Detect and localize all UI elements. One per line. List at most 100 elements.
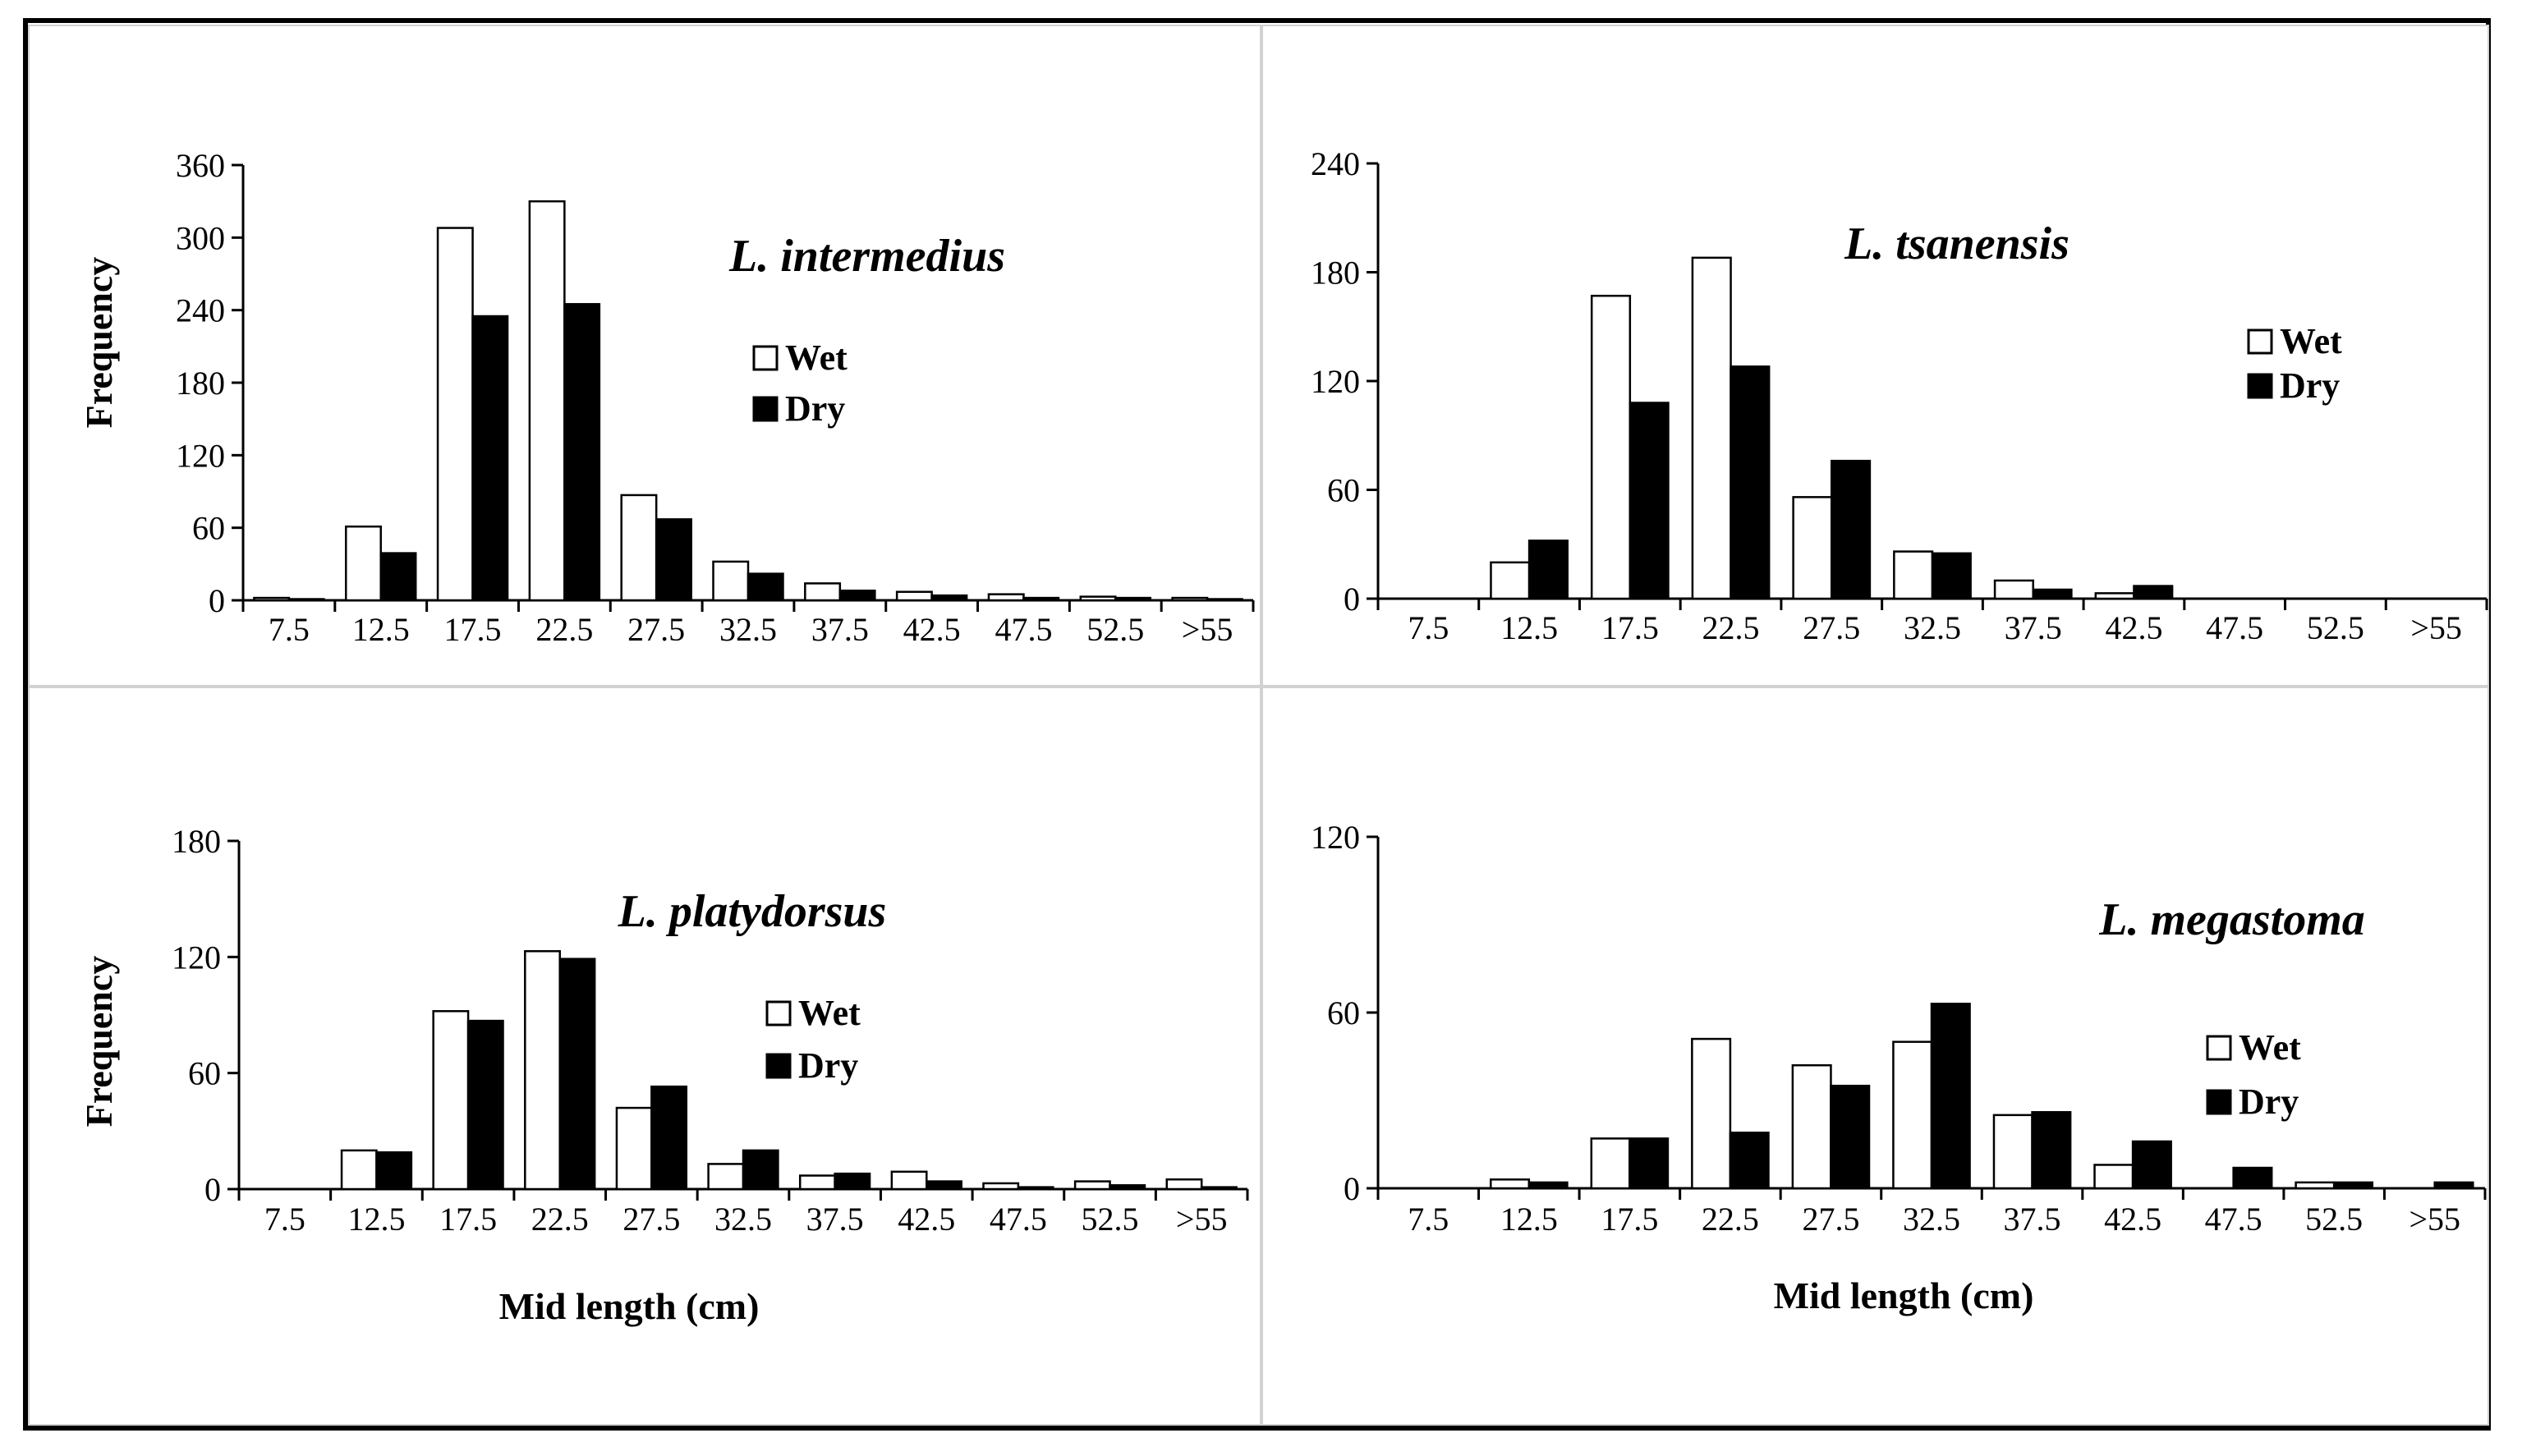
- bar-dry-42-5: [930, 594, 968, 602]
- bar-wet-27-5: [620, 494, 658, 602]
- bar-wet-55: [1165, 1178, 1203, 1191]
- legend-swatch-dry: [765, 1053, 792, 1079]
- x-tick-label: 52.5: [2307, 609, 2364, 646]
- bar-dry-52-5: [1109, 1184, 1146, 1191]
- bar-wet-47-5: [987, 593, 1025, 602]
- x-tick-label: 27.5: [622, 1201, 680, 1238]
- chart-l-tsanensis: 0 60 120 180 240 7.5 12.5 17.5 22.5 27.5 32.5 37.5 4…: [1311, 145, 2488, 646]
- bar-dry-12-5: [375, 1151, 413, 1191]
- panel-l-megastoma: 0 60 120 7.5 12.5 17.5 22.5 27.5 32.5 37.5 42.5 47.…: [1261, 687, 2489, 1426]
- bar-wet-37-5: [798, 1174, 836, 1191]
- bar-dry-22-5: [558, 958, 596, 1191]
- x-tick-label: 12.5: [1500, 1201, 1558, 1238]
- bar-wet-47-5: [982, 1182, 1020, 1191]
- legend-label-wet: Wet: [798, 993, 861, 1033]
- bar-wet-32-5: [707, 1163, 745, 1191]
- x-tick-label: 22.5: [535, 611, 593, 648]
- chart-title: L. tsanensis: [1844, 218, 2070, 269]
- bar-wet-37-5: [1993, 579, 2034, 600]
- chart-l-megastoma: 0 60 120 7.5 12.5 17.5 22.5 27.5 32.5 37.5 42.5 47.…: [1311, 819, 2487, 1316]
- x-tick-label: 52.5: [1086, 611, 1144, 648]
- x-tick-label: 42.5: [903, 611, 961, 648]
- x-tick-label: 42.5: [2105, 609, 2162, 646]
- x-tick-label: 32.5: [719, 611, 777, 648]
- x-tick-label: 52.5: [2305, 1201, 2363, 1238]
- bar-dry-37-5: [838, 589, 876, 602]
- bar-wet-12-5: [1490, 561, 1531, 600]
- y-tick-label: 0: [204, 1171, 221, 1208]
- bar-dry-47-5: [2232, 1166, 2273, 1190]
- bar-dry-7-5: [287, 598, 325, 602]
- bar-dry-52-5: [2332, 1181, 2373, 1190]
- bar-wet-32-5: [712, 560, 750, 602]
- bar-dry-37-5: [834, 1172, 871, 1191]
- bar-wet-52-5: [2295, 1181, 2336, 1190]
- bar-dry-55: [1200, 1186, 1238, 1191]
- x-tick-label: 37.5: [2005, 609, 2062, 646]
- bar-dry-32-5: [1931, 552, 1972, 600]
- bar-wet-52-5: [1073, 1180, 1111, 1191]
- x-tick-label: 32.5: [714, 1201, 772, 1238]
- legend-swatch-dry: [752, 396, 779, 422]
- x-tick-label: 12.5: [347, 1201, 405, 1238]
- bar-dry-37-5: [2031, 1111, 2072, 1190]
- x-tick-label: 27.5: [1802, 1201, 1859, 1238]
- chart-title: L. megastoma: [2098, 894, 2365, 945]
- bar-dry-27-5: [1831, 459, 1872, 600]
- bar-wet-17-5: [436, 227, 474, 602]
- legend-label-dry: Dry: [785, 388, 845, 429]
- legend-label-wet: Wet: [2239, 1027, 2301, 1068]
- bar-wet-7-5: [253, 596, 291, 602]
- x-tick-label: 17.5: [1601, 1201, 1658, 1238]
- chart-l-intermedius: 0 60 120 180 240 300 360 7.5 12.5 17.5 22.5 27.5 32.…: [78, 147, 1255, 648]
- x-tick-label: 17.5: [1601, 609, 1659, 646]
- x-tick-label: >55: [2410, 609, 2462, 646]
- x-tick-label: 42.5: [2104, 1201, 2161, 1238]
- bar-dry-27-5: [1830, 1084, 1871, 1190]
- bar-dry-22-5: [1730, 365, 1771, 600]
- y-axis-title: Frequency: [78, 257, 120, 429]
- y-tick-label: 240: [1311, 145, 1360, 182]
- bar-dry-17-5: [1629, 402, 1670, 600]
- legend-label-dry: Dry: [2239, 1082, 2299, 1122]
- chart-title: L. platydorsus: [618, 886, 887, 937]
- x-tick-label: 12.5: [352, 611, 410, 648]
- y-tick-label: 120: [172, 939, 221, 976]
- x-tick-label: 37.5: [811, 611, 869, 648]
- bar-dry-22-5: [1729, 1131, 1770, 1190]
- bar-dry-52-5: [1114, 596, 1152, 602]
- y-tick-label: 60: [188, 1055, 221, 1092]
- y-tick-label: 120: [176, 437, 225, 474]
- bar-wet-22-5: [524, 950, 561, 1191]
- panel-l-platydorsus: 0 60 120 180 7.5 12.5 17.5 22.5 27.5 32.5 37.5 42.5…: [28, 687, 1261, 1426]
- y-tick-label: 60: [1327, 994, 1360, 1031]
- bar-wet-42-5: [2093, 1164, 2134, 1190]
- y-tick-label: 0: [1344, 1170, 1360, 1207]
- x-tick-label: 17.5: [439, 1201, 497, 1238]
- legend-swatch-wet: [752, 345, 779, 371]
- bar-dry-32-5: [746, 572, 784, 602]
- bar-dry-37-5: [2032, 588, 2073, 600]
- bar-wet-27-5: [1792, 496, 1833, 600]
- y-tick-label: 240: [176, 292, 225, 329]
- bar-dry-42-5: [2133, 585, 2174, 600]
- y-tick-label: 0: [209, 582, 225, 619]
- panel-l-intermedius: 0 60 120 180 240 300 360 7.5 12.5 17.5 22.5 27.5 32.…: [28, 25, 1261, 687]
- x-tick-label: 47.5: [995, 611, 1052, 648]
- bar-dry-12-5: [1527, 1181, 1569, 1190]
- bar-wet-32-5: [1893, 550, 1934, 600]
- x-tick-label: 7.5: [1408, 609, 1449, 646]
- y-tick-label: 180: [1311, 255, 1360, 292]
- bar-wet-22-5: [1691, 256, 1732, 600]
- x-tick-label: 22.5: [1702, 1201, 1759, 1238]
- bar-wet-17-5: [1590, 294, 1632, 600]
- legend-label-dry: Dry: [2280, 365, 2340, 406]
- bar-dry-32-5: [742, 1149, 779, 1191]
- x-tick-label: 47.5: [2205, 1201, 2262, 1238]
- bar-wet-42-5: [2094, 592, 2135, 600]
- panel-l-tsanensis: 0 60 120 180 240 7.5 12.5 17.5 22.5 27.5 32.5 37.5 4…: [1261, 25, 2489, 687]
- bar-wet-17-5: [1590, 1137, 1631, 1190]
- y-tick-label: 120: [1311, 819, 1360, 856]
- bar-wet-27-5: [615, 1106, 653, 1191]
- bar-wet-52-5: [1079, 595, 1117, 602]
